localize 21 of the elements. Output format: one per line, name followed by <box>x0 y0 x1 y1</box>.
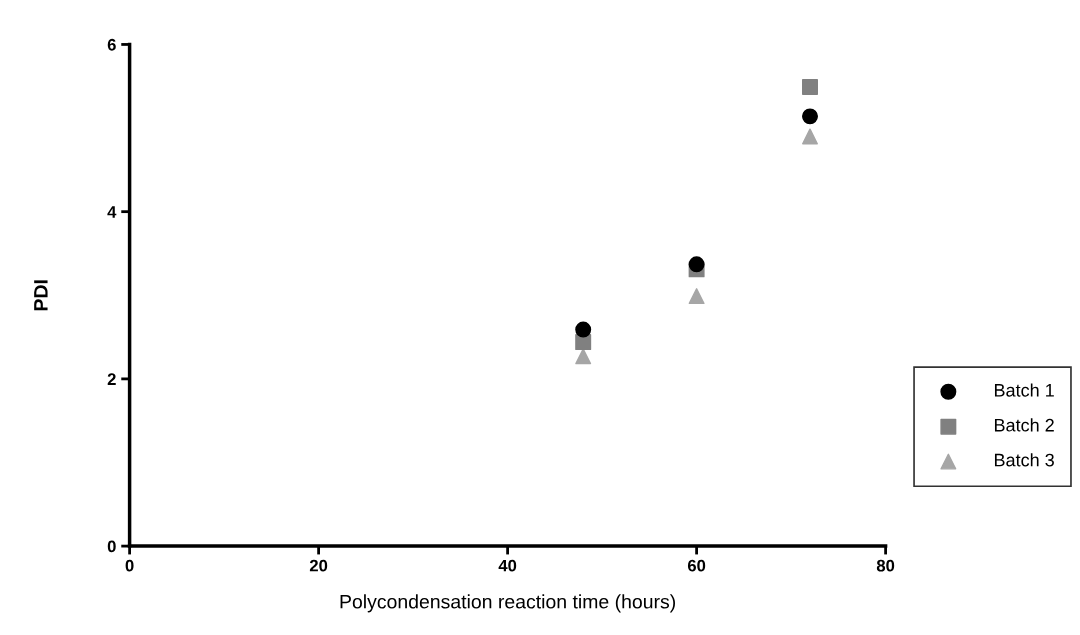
point <box>575 348 592 365</box>
y-tick-label: 4 <box>107 206 117 218</box>
y-tick-label: 0 <box>107 540 116 553</box>
legend-label: Batch 3 <box>994 453 1054 467</box>
point <box>802 128 818 145</box>
point <box>802 108 818 125</box>
x-tick-label: 60 <box>687 559 706 572</box>
y-axis-title: PDI <box>34 280 48 311</box>
x-tick-label: 0 <box>125 559 134 572</box>
legend-label: Batch 1 <box>994 383 1054 397</box>
legend-label: Batch 2 <box>994 418 1054 432</box>
x-tick-label: 80 <box>876 559 895 572</box>
x-tick-label: 20 <box>309 559 328 572</box>
y-tick-label: 6 <box>107 38 116 51</box>
x-tick-label: 40 <box>498 559 517 572</box>
y-tick-label: 2 <box>107 373 116 385</box>
point <box>575 321 592 338</box>
point <box>688 256 705 273</box>
x-axis-title: Polycondensation reaction time (hours) <box>340 594 676 613</box>
point <box>802 79 818 96</box>
point <box>688 288 705 305</box>
